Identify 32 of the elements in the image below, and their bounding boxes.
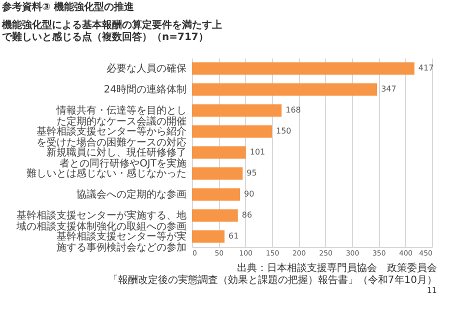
data-label: 61	[228, 232, 239, 240]
data-label: 168	[286, 106, 301, 114]
text: 11	[426, 286, 437, 295]
bar	[192, 167, 243, 180]
data-label: 347	[381, 84, 396, 94]
bar	[192, 146, 246, 159]
data-label: 90	[244, 190, 254, 198]
text: 機能強化型による基本報酬の算定要件を満たす上で難しいと感じる点（複数回答）（n=717）	[1, 19, 222, 43]
y-tick-label: 基幹相談支援センター等が実施する事例検討会などの参加	[56, 230, 186, 254]
y-tick-label: 情報共有・伝達等を目的とした定期的なケース会議の開催	[56, 104, 186, 128]
text: 参考資料③ 機能強化型の推進	[1, 1, 135, 13]
bar	[192, 125, 272, 138]
data-label: 417	[418, 64, 434, 72]
data-label: 95	[246, 168, 257, 178]
y-tick-label: 新規職員に対し、現任研修修了者との同行研修やOJTを実施	[46, 146, 186, 170]
bar	[192, 209, 238, 222]
y-tick-label: 協議会への定期的な参画	[76, 188, 186, 200]
bar	[192, 83, 378, 96]
bar	[192, 188, 240, 201]
bar	[192, 62, 414, 75]
data-label: 150	[276, 126, 292, 136]
bar	[192, 230, 225, 243]
y-tick-label: 基幹相談支援センター等から紹介を受けた場合の困難ケースの対応	[36, 126, 186, 148]
source-note: 出典：日本相談支援専門員協会 政策委員会	[237, 262, 437, 274]
y-tick-label: 必要な人員の確保	[106, 62, 186, 74]
data-label: 86	[242, 210, 252, 220]
data-label: 101	[250, 148, 266, 156]
text: 「報酬改定後の実態調査（効果と課題の把握）報告書」（令和7年10月）	[108, 274, 437, 286]
bar	[192, 104, 282, 117]
y-tick-label: 24時間の連絡体制	[104, 84, 186, 96]
y-tick-label: 基幹相談支援センターが実施する、地域の相談支援体制強化の取組への参画	[16, 210, 186, 232]
y-tick-label: 難しいとは感じない・感じなかった	[26, 168, 186, 180]
